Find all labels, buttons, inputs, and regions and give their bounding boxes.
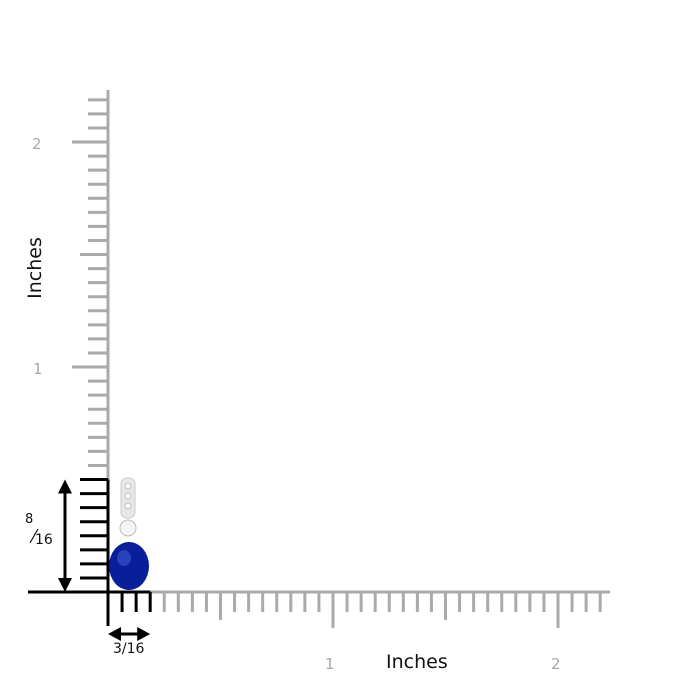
x-axis-label: Inches xyxy=(386,651,448,673)
width-label: 3/16 xyxy=(113,641,145,657)
height-numerator: 8 xyxy=(25,512,34,527)
y-tick-label: 2 xyxy=(32,135,42,153)
pendant-image xyxy=(109,477,149,590)
height-arrow-down-icon xyxy=(58,578,72,592)
x-tick-label: 1 xyxy=(325,655,335,673)
y-axis-label: Inches xyxy=(24,237,46,299)
sapphire-gem xyxy=(109,542,149,590)
fraction-slash xyxy=(29,528,39,544)
width-arrow-right-icon xyxy=(137,627,151,641)
width-arrow-left-icon xyxy=(108,627,121,641)
height-denominator: 16 xyxy=(35,532,53,548)
height-arrow-up-icon xyxy=(58,479,72,494)
y-tick-label: 1 xyxy=(33,360,43,378)
x-tick-label: 2 xyxy=(551,655,561,673)
